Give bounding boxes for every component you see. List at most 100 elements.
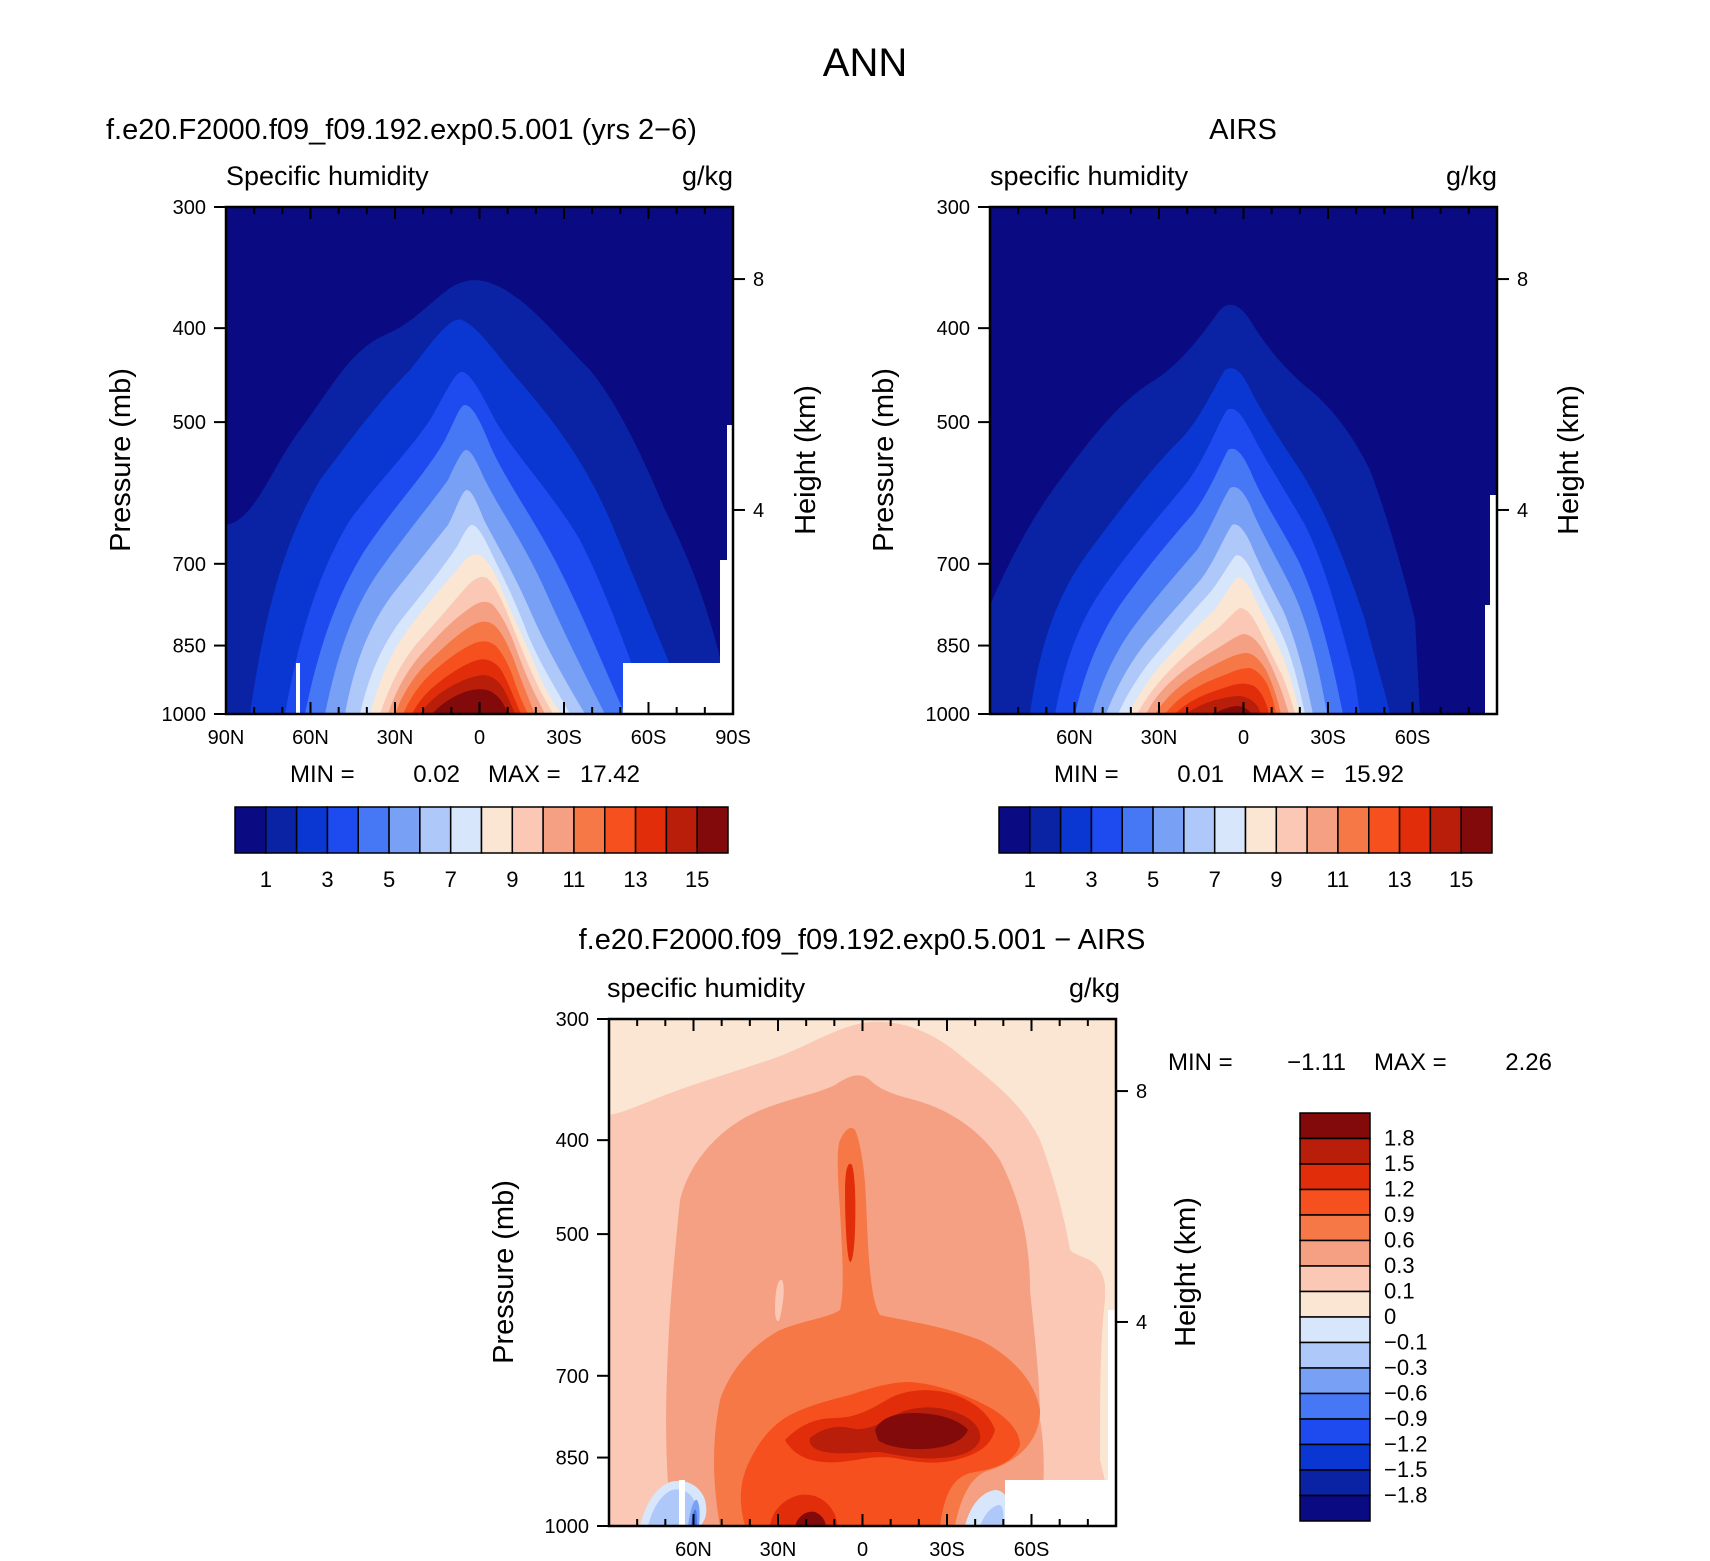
colorbar-tick-label: 7	[1209, 867, 1221, 892]
colorbar-tick-label: −0.6	[1384, 1381, 1427, 1406]
panel-difference-min-label: MIN =	[1168, 1049, 1233, 1076]
x-tick-label: 90N	[208, 727, 245, 749]
colorbar-swatch	[1429, 806, 1462, 854]
panel-difference-variable-label: specific humidity	[607, 973, 806, 1003]
colorbar-tick-label: 9	[506, 867, 518, 892]
colorbar-tick-label: −1.2	[1384, 1432, 1427, 1457]
panel-airs-min-label: MIN =	[1054, 761, 1119, 788]
colorbar-tick-label: −1.5	[1384, 1457, 1427, 1482]
colorbar-swatch	[1299, 1188, 1371, 1216]
colorbar-swatch	[1299, 1341, 1371, 1369]
colorbar-swatch	[511, 806, 544, 854]
panel-difference: f.e20.F2000.f09_f09.192.exp0.5.001 − AIR…	[488, 924, 1552, 1561]
colorbar-tick-label: 0.6	[1384, 1228, 1415, 1253]
x-tick-label: 0	[1238, 727, 1249, 749]
contour-level-1.8	[875, 1413, 968, 1450]
panel-difference-colorbar: 1.81.51.20.90.60.30.10−0.1−0.3−0.6−0.9−1…	[1299, 1112, 1427, 1522]
panel-airs-ylabel: Pressure (mb)	[868, 368, 900, 552]
colorbar-tick-label: 13	[1387, 867, 1411, 892]
colorbar-tick-label: 1	[260, 867, 272, 892]
colorbar-swatch	[357, 806, 390, 854]
missing-data-region	[679, 1480, 685, 1526]
colorbar-swatch	[419, 806, 452, 854]
y-tick-label: 850	[937, 636, 970, 658]
panel-airs-contours	[990, 207, 1497, 714]
colorbar-tick-label: 5	[1147, 867, 1159, 892]
colorbar-tick-label: 5	[383, 867, 395, 892]
y-tick-label: 700	[173, 554, 206, 576]
contour-level-1.2	[845, 1163, 856, 1262]
x-tick-label: 60N	[1056, 727, 1093, 749]
colorbar-swatch	[1460, 806, 1493, 854]
colorbar-swatch	[1398, 806, 1432, 854]
contour-level-neg-0.3	[980, 1505, 1004, 1526]
colorbar-swatch	[1299, 1392, 1371, 1420]
colorbar-swatch	[604, 806, 637, 854]
colorbar-swatch	[1152, 806, 1185, 854]
panel-difference-contours	[609, 1019, 1116, 1526]
colorbar-tick-label: 15	[1449, 867, 1473, 892]
panel-model-min-value: 0.02	[413, 761, 460, 788]
x-tick-label: 30N	[760, 1539, 797, 1561]
colorbar-swatch	[388, 806, 421, 854]
panel-model-y2label: Height (km)	[790, 385, 822, 535]
panel-difference-y2label: Height (km)	[1170, 1197, 1202, 1347]
y-tick-label: 1000	[545, 1516, 590, 1538]
panel-airs-axes: 300 400 500 700 850 1000 8 4 60N 30N 0 30S 60S	[926, 197, 1529, 749]
y-tick-label: 850	[173, 636, 206, 658]
colorbar-tick-label: 3	[1085, 867, 1097, 892]
colorbar-tick-label: 13	[623, 867, 647, 892]
colorbar-swatch	[1090, 806, 1123, 854]
colorbar-swatch	[1059, 806, 1093, 854]
colorbar-swatch	[1368, 806, 1401, 854]
colorbar-swatch	[449, 806, 483, 854]
missing-data-region	[727, 425, 733, 560]
panel-difference-max-label: MAX =	[1374, 1049, 1447, 1076]
panel-difference-axes: 300 400 500 700 850 1000 8 4 60N 30N 0 30S 60S	[545, 1009, 1148, 1561]
colorbar-swatch	[1299, 1112, 1371, 1140]
panel-difference-title: f.e20.F2000.f09_f09.192.exp0.5.001 − AIR…	[579, 924, 1146, 956]
y-tick-label: 500	[173, 412, 206, 434]
colorbar-tick-label: 0.1	[1384, 1279, 1415, 1304]
panel-model: f.e20.F2000.f09_f09.192.exp0.5.001 (yrs …	[105, 114, 822, 892]
colorbar-tick-label: 0	[1384, 1304, 1396, 1329]
colorbar-swatch	[234, 806, 267, 854]
missing-data-region	[720, 560, 733, 714]
colorbar-swatch	[998, 806, 1031, 854]
x-tick-label: 0	[857, 1539, 868, 1561]
panel-model-max-value: 17.42	[580, 761, 640, 788]
colorbar-tick-label: 1.2	[1384, 1177, 1415, 1202]
panel-model-units-label: g/kg	[682, 161, 733, 191]
colorbar-swatch	[1299, 1239, 1371, 1267]
colorbar-swatch	[542, 806, 575, 854]
colorbar-tick-label: 11	[563, 867, 586, 892]
colorbar-swatch	[1299, 1443, 1371, 1471]
panel-difference-ylabel: Pressure (mb)	[488, 1180, 520, 1364]
colorbar-tick-label: 3	[321, 867, 333, 892]
y-tick-label: 1000	[926, 704, 971, 726]
y-tick-label: 500	[937, 412, 970, 434]
panel-airs-variable-label: specific humidity	[990, 161, 1189, 191]
y-tick-label: 500	[556, 1224, 589, 1246]
panel-difference-min-value: −1.11	[1287, 1049, 1346, 1076]
y-tick-label: 300	[937, 197, 970, 219]
panel-difference-max-value: 2.26	[1505, 1049, 1552, 1076]
colorbar-swatch	[1299, 1469, 1371, 1497]
panel-airs-title: AIRS	[1209, 114, 1277, 146]
missing-data-region	[1485, 605, 1497, 714]
panel-model-min-label: MIN =	[290, 761, 355, 788]
panel-airs-min-value: 0.01	[1177, 761, 1224, 788]
colorbar-swatch	[665, 806, 698, 854]
colorbar-swatch	[1183, 806, 1216, 854]
x-tick-label: 60S	[631, 727, 667, 749]
colorbar-swatch	[1299, 1137, 1371, 1165]
y-tick-label: 700	[556, 1366, 589, 1388]
page-title: ANN	[823, 41, 907, 85]
y2-tick-label: 8	[1517, 269, 1528, 291]
colorbar-tick-label: 1.8	[1384, 1126, 1415, 1151]
x-tick-label: 30S	[929, 1539, 965, 1561]
y-tick-label: 400	[937, 318, 970, 340]
colorbar-tick-label: 1	[1024, 867, 1036, 892]
missing-data-region	[1490, 495, 1497, 714]
colorbar-tick-label: −0.1	[1384, 1330, 1427, 1355]
